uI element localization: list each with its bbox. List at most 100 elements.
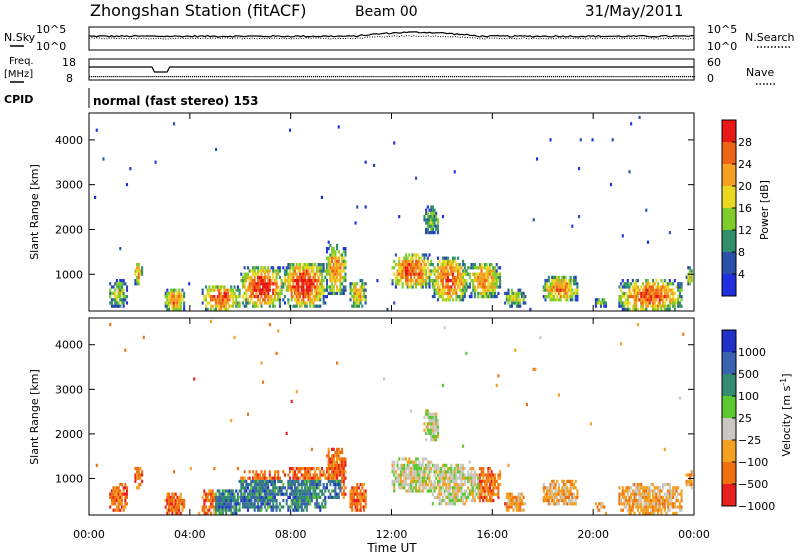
data-cell (344, 460, 347, 464)
data-cell (426, 205, 429, 209)
data-cell (336, 279, 339, 283)
data-cell (334, 266, 337, 270)
data-cell (567, 492, 571, 496)
data-cell (268, 285, 271, 289)
data-cell (657, 486, 660, 490)
data-cell (255, 483, 258, 487)
nave-point (677, 76, 680, 78)
data-cell (621, 295, 624, 299)
data-cell (137, 486, 140, 490)
data-cell (426, 467, 429, 471)
data-cell (179, 304, 182, 308)
data-cell (332, 476, 335, 480)
data-cell (208, 508, 211, 512)
data-cell (320, 505, 323, 509)
data-cell (336, 291, 339, 295)
data-cell (206, 291, 209, 295)
data-cell (245, 502, 248, 506)
data-cell (248, 476, 251, 480)
nave-point (339, 76, 341, 78)
data-cell (262, 288, 265, 292)
nave-point (173, 76, 175, 78)
data-cell (665, 499, 668, 503)
data-cell (517, 288, 520, 292)
data-cell (236, 285, 239, 289)
data-cell (112, 499, 115, 503)
data-cell (342, 275, 345, 279)
data-cell (665, 307, 668, 311)
data-cell (413, 272, 416, 276)
data-cell (448, 291, 451, 295)
data-cell (307, 298, 310, 302)
data-cell (509, 304, 512, 308)
data-cell (430, 419, 433, 423)
data-cell (295, 489, 298, 493)
data-cell (450, 295, 453, 299)
data-cell (238, 288, 241, 292)
data-cell (453, 473, 456, 477)
data-cell (480, 467, 483, 471)
data-cell (297, 295, 300, 299)
data-cell (436, 435, 439, 439)
data-cell (325, 486, 329, 490)
data-cell (660, 285, 663, 289)
data-cell (631, 508, 634, 512)
data-cell (678, 282, 681, 286)
data-cell (413, 266, 416, 270)
data-cell (317, 285, 320, 289)
nave-point (460, 76, 462, 78)
data-cell (455, 282, 458, 286)
data-cell (574, 288, 577, 292)
data-cell (233, 492, 236, 496)
data-cell (294, 304, 297, 308)
data-cell (305, 479, 308, 483)
data-cell (426, 460, 429, 464)
data-cell (443, 489, 446, 493)
data-cell (319, 269, 322, 273)
data-cell (554, 288, 557, 292)
data-cell (670, 489, 673, 493)
data-cell (643, 508, 646, 512)
data-cell (404, 253, 408, 257)
data-cell (539, 335, 542, 339)
data-cell (241, 295, 245, 299)
data-cell (643, 291, 646, 295)
data-cell (299, 476, 302, 480)
data-cell (452, 288, 455, 292)
data-cell (357, 288, 360, 292)
data-cell (246, 476, 250, 480)
data-cell (551, 295, 554, 299)
data-cell (515, 499, 518, 503)
nave-point (185, 76, 187, 78)
data-cell (638, 483, 641, 487)
data-cell (250, 298, 253, 302)
data-cell (418, 259, 421, 263)
nave-point (353, 76, 355, 78)
data-cell (455, 279, 458, 283)
data-cell (465, 489, 468, 493)
data-cell (137, 275, 140, 279)
data-cell (268, 479, 271, 483)
data-cell (354, 489, 357, 493)
data-cell (216, 298, 219, 302)
data-cell (351, 295, 354, 299)
data-cell (426, 463, 429, 467)
data-cell (625, 291, 628, 295)
data-cell (430, 218, 433, 222)
data-cell (672, 495, 675, 499)
nave-point (240, 76, 242, 78)
data-cell (623, 285, 626, 289)
data-cell (221, 295, 224, 299)
data-cell (573, 275, 576, 279)
data-cell (257, 479, 260, 483)
data-cell (250, 495, 253, 499)
data-cell (514, 348, 517, 352)
data-cell (443, 479, 446, 483)
data-cell (268, 269, 271, 273)
data-cell (297, 275, 300, 279)
data-cell (220, 307, 223, 311)
data-cell (552, 502, 555, 506)
data-cell (315, 298, 318, 302)
data-cell (307, 502, 310, 506)
data-cell (620, 301, 623, 305)
